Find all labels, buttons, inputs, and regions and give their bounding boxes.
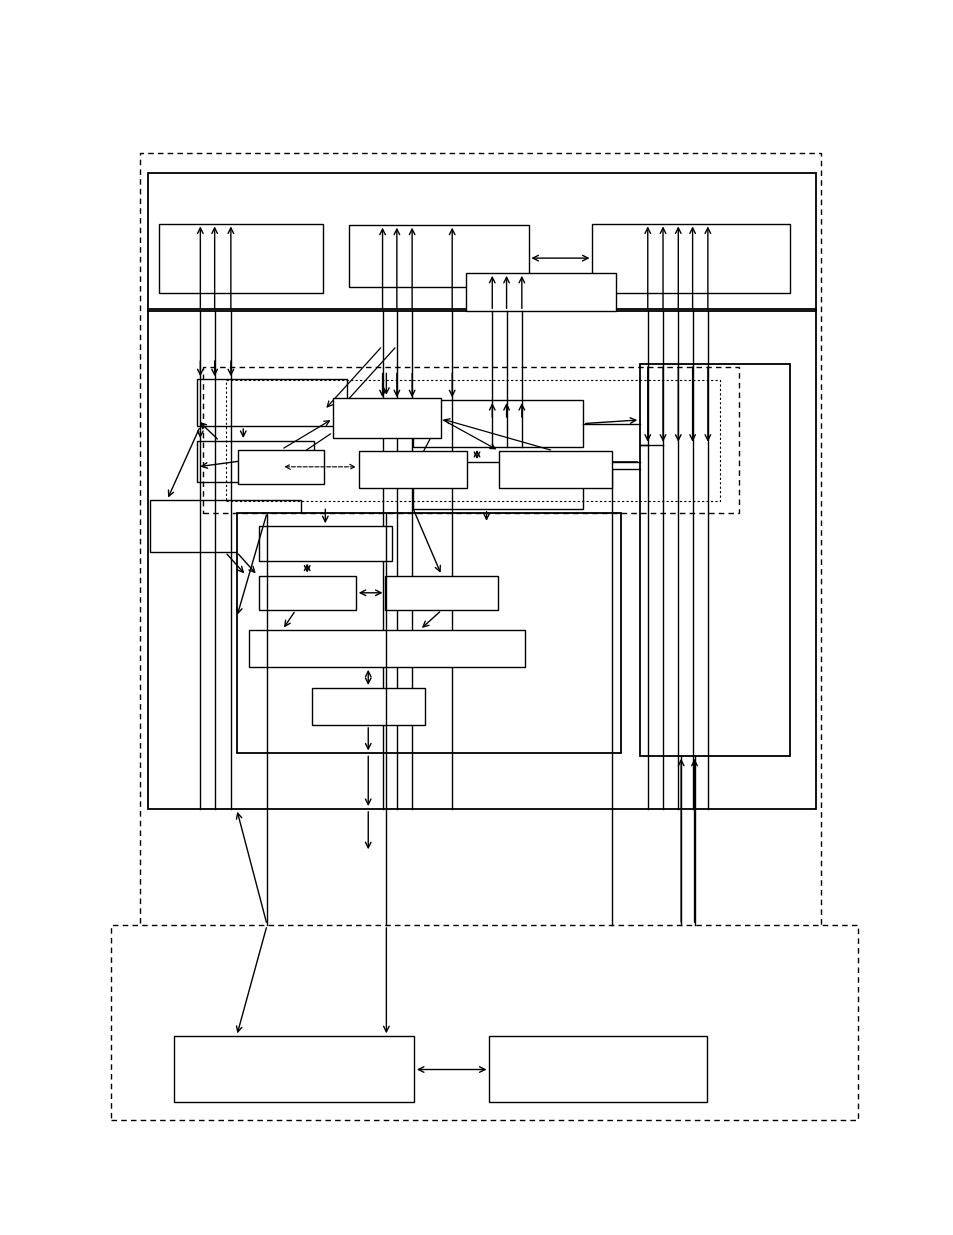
Bar xyxy=(249,630,524,667)
Bar xyxy=(258,526,392,561)
Bar xyxy=(111,925,857,1120)
Bar xyxy=(148,309,815,809)
Bar xyxy=(385,576,497,610)
Bar xyxy=(489,1036,706,1102)
Bar xyxy=(639,364,789,756)
Bar xyxy=(349,225,528,287)
Bar xyxy=(197,441,314,482)
Bar xyxy=(413,462,582,509)
Bar xyxy=(333,398,440,438)
Bar xyxy=(140,153,821,1089)
Bar xyxy=(592,224,789,293)
Bar xyxy=(197,379,347,426)
Bar xyxy=(238,450,324,484)
Bar xyxy=(159,224,323,293)
Bar xyxy=(173,1036,414,1102)
Bar xyxy=(465,273,616,311)
Bar xyxy=(150,500,300,552)
Bar xyxy=(258,576,355,610)
Bar xyxy=(312,688,424,725)
Bar xyxy=(148,173,815,311)
Bar xyxy=(413,400,582,447)
Bar xyxy=(226,380,720,501)
Bar xyxy=(498,451,611,488)
Bar xyxy=(358,451,466,488)
Bar xyxy=(236,513,620,753)
Bar xyxy=(203,367,739,513)
